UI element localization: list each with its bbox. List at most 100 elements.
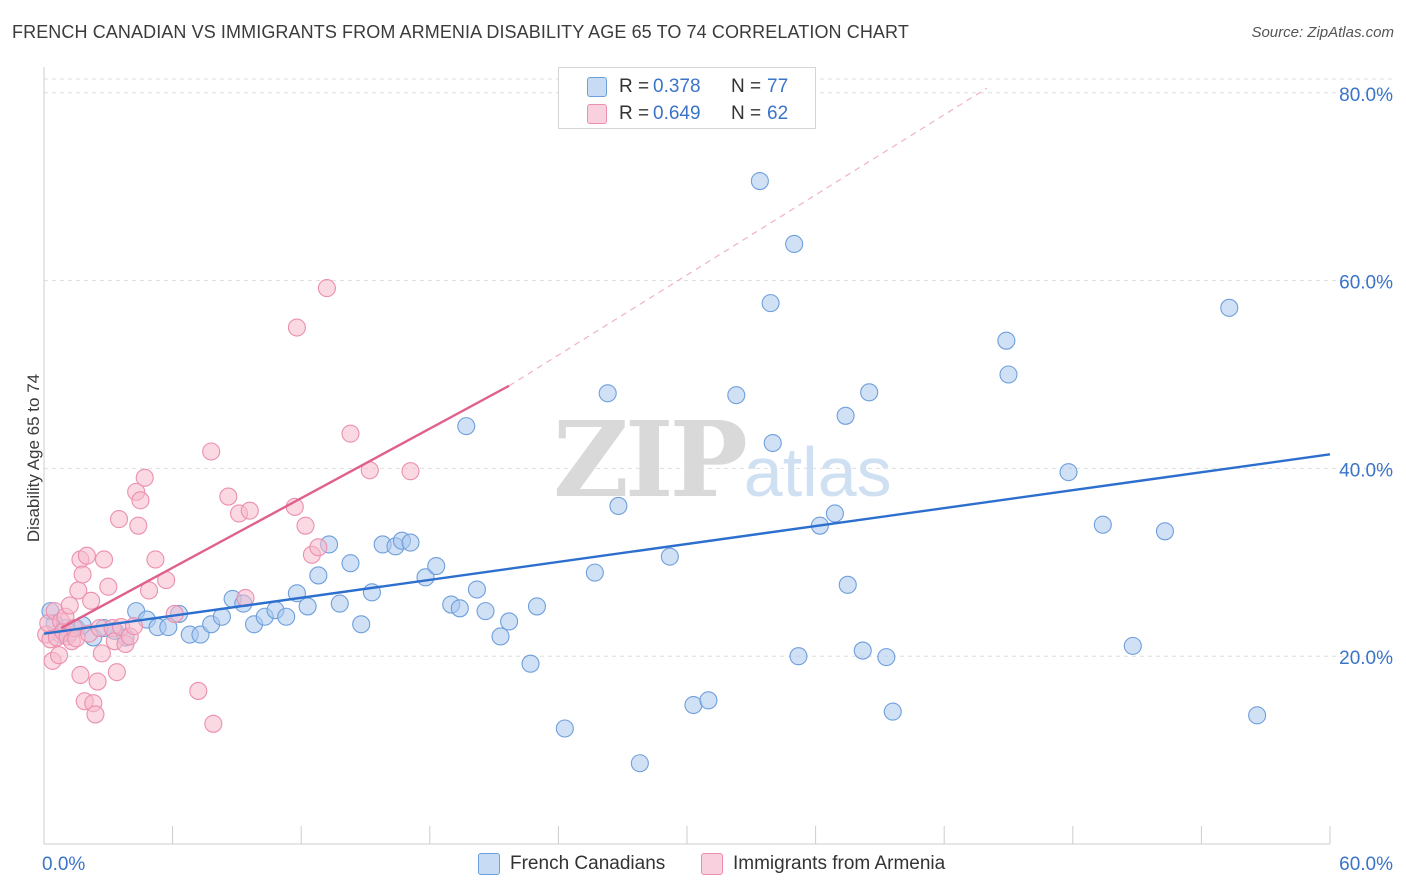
point-armenia <box>401 462 420 481</box>
legend-r-value: 0.649 <box>653 103 701 124</box>
point-french-canadian <box>555 719 574 738</box>
point-french-canadian <box>1093 515 1112 534</box>
bottom-legend-label-pink: Immigrants from Armenia <box>733 853 946 874</box>
point-french-canadian <box>476 602 495 621</box>
point-armenia <box>189 681 208 700</box>
point-armenia <box>317 279 336 298</box>
point-armenia <box>73 565 92 584</box>
point-french-canadian <box>500 612 519 631</box>
point-armenia <box>135 468 154 487</box>
legend-swatch-blue <box>587 77 607 97</box>
point-armenia <box>341 424 360 443</box>
point-french-canadian <box>999 365 1018 384</box>
x-tick-label-max: 60.0% <box>1339 854 1393 875</box>
point-french-canadian <box>527 597 547 616</box>
chart-title: FRENCH CANADIAN VS IMMIGRANTS FROM ARMEN… <box>12 22 909 42</box>
x-tick-label-min: 0.0% <box>42 854 85 875</box>
y-tick-label: 20.0% <box>1339 648 1393 669</box>
watermark: ZIPatlas <box>553 398 892 521</box>
point-french-canadian <box>277 607 296 626</box>
point-french-canadian <box>699 691 718 710</box>
trend-line-armenia-extension <box>508 87 988 387</box>
point-armenia <box>240 501 259 520</box>
point-armenia <box>109 510 129 529</box>
point-armenia <box>82 591 101 610</box>
y-tick-label: 40.0% <box>1339 460 1393 481</box>
point-french-canadian <box>1155 522 1175 541</box>
legend-n-label: N = <box>731 103 762 124</box>
point-french-canadian <box>352 615 371 634</box>
point-french-canadian <box>491 627 510 646</box>
point-french-canadian <box>789 647 808 666</box>
point-french-canadian <box>598 384 617 403</box>
legend-r-value: 0.378 <box>653 76 701 97</box>
bottom-legend-label-blue: French Canadians <box>510 853 666 874</box>
point-french-canadian <box>750 171 769 191</box>
point-armenia <box>202 442 221 461</box>
y-tick-label: 60.0% <box>1339 273 1393 294</box>
point-armenia <box>107 663 126 682</box>
correlation-legend: R = 0.378 N = 77 R = 0.649 N = 62 <box>558 67 816 129</box>
legend-swatch-pink <box>587 104 607 124</box>
point-armenia <box>204 714 223 733</box>
point-french-canadian <box>877 648 896 667</box>
point-french-canadian <box>521 654 540 673</box>
point-french-canadian <box>450 599 469 618</box>
point-french-canadian <box>853 641 872 660</box>
bottom-legend-swatch-pink <box>701 853 723 875</box>
point-armenia <box>88 672 107 691</box>
legend-n-value: 77 <box>767 76 789 97</box>
point-french-canadian <box>761 294 780 313</box>
point-french-canadian <box>1123 636 1142 655</box>
point-armenia <box>60 596 79 615</box>
point-armenia <box>77 546 96 565</box>
point-french-canadian <box>660 547 679 566</box>
legend-n-value: 62 <box>767 103 789 124</box>
point-armenia <box>129 516 148 535</box>
point-french-canadian <box>1059 463 1078 482</box>
point-french-canadian <box>457 417 476 436</box>
point-french-canadian <box>427 556 446 576</box>
trend-line-armenia <box>60 384 510 630</box>
point-french-canadian <box>609 496 628 516</box>
y-tick-label: 80.0% <box>1339 85 1393 106</box>
point-armenia <box>86 705 105 724</box>
point-armenia <box>49 646 69 665</box>
point-french-canadian <box>330 594 349 613</box>
point-armenia <box>287 318 306 337</box>
point-french-canadian <box>1220 298 1239 317</box>
point-armenia <box>139 581 159 600</box>
bottom-legend-swatch-blue <box>478 853 500 875</box>
point-french-canadian <box>684 695 703 715</box>
point-french-canadian <box>467 580 487 599</box>
point-french-canadian <box>585 563 604 582</box>
point-armenia <box>219 487 238 506</box>
point-french-canadian <box>838 575 857 594</box>
legend-r-label: R = <box>619 103 650 124</box>
point-french-canadian <box>630 754 649 773</box>
point-french-canadian <box>763 433 782 453</box>
chart-source: Source: ZipAtlas.com <box>1251 24 1394 41</box>
point-french-canadian <box>883 702 902 721</box>
point-french-canadian <box>825 504 844 523</box>
point-french-canadian <box>1248 706 1267 725</box>
point-french-canadian <box>401 533 420 552</box>
point-french-canadian <box>341 554 360 573</box>
point-armenia <box>296 516 315 535</box>
point-french-canadian <box>860 383 879 402</box>
point-armenia <box>146 550 165 569</box>
point-armenia <box>94 550 114 569</box>
point-french-canadian <box>785 234 804 254</box>
point-french-canadian <box>836 406 855 425</box>
point-french-canadian <box>298 597 317 616</box>
legend-n-label: N = <box>731 76 762 97</box>
trend-line-french-canadians <box>43 453 1331 635</box>
point-armenia <box>92 644 111 663</box>
point-french-canadian <box>997 331 1016 350</box>
point-french-canadian <box>727 386 746 405</box>
point-armenia <box>131 491 150 510</box>
watermark-zip: ZIP <box>553 398 748 521</box>
legend-r-label: R = <box>619 76 650 97</box>
point-armenia <box>99 577 118 596</box>
